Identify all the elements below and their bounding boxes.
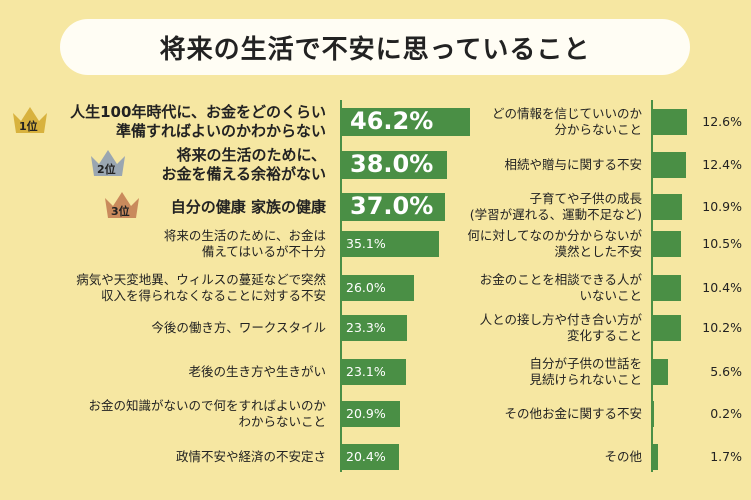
crown-icon bbox=[105, 192, 139, 218]
bar bbox=[342, 193, 445, 221]
data-label: 23.1% bbox=[346, 364, 386, 379]
bar bbox=[653, 359, 668, 385]
category-label: お金の知識がないので何をすればよいのか わからないこと bbox=[88, 398, 326, 429]
bar bbox=[653, 194, 682, 220]
bar bbox=[342, 275, 414, 301]
category-label: お金のことを相談できる人が いないこと bbox=[479, 272, 642, 303]
category-label: 何に対してなのか分からないが 漠然とした不安 bbox=[467, 228, 642, 259]
bar bbox=[342, 444, 399, 470]
category-label: 子育てや子供の成長 (学習が遅れる、運動不足など) bbox=[469, 191, 642, 222]
category-label: 相続や贈与に関する不安 bbox=[504, 157, 642, 172]
left-axis bbox=[340, 100, 342, 472]
bar bbox=[653, 401, 654, 427]
data-label: 10.4% bbox=[702, 280, 742, 295]
rank-label: 1位 bbox=[19, 120, 38, 133]
category-label: 自分の健康 家族の健康 bbox=[170, 197, 326, 216]
category-label: 将来の生活のために、 お金を備える余裕がない bbox=[161, 146, 326, 183]
data-label: 10.2% bbox=[702, 320, 742, 335]
right-axis bbox=[651, 100, 653, 472]
category-label: 老後の生き方や生きがい bbox=[188, 364, 326, 379]
bar bbox=[653, 231, 681, 257]
data-label: 20.4% bbox=[346, 449, 386, 464]
data-label: 38.0% bbox=[350, 150, 434, 178]
rank-label: 2位 bbox=[97, 163, 116, 176]
category-label: 人との接し方や付き合い方が 変化すること bbox=[479, 312, 642, 343]
category-label: その他 bbox=[604, 449, 642, 464]
bar bbox=[653, 275, 681, 301]
category-label: その他お金に関する不安 bbox=[504, 406, 642, 421]
data-label: 10.5% bbox=[702, 236, 742, 251]
bar bbox=[653, 109, 687, 135]
data-label: 1.7% bbox=[710, 449, 742, 464]
page-title: 将来の生活で不安に思っていること bbox=[159, 34, 591, 65]
data-label: 37.0% bbox=[350, 192, 434, 220]
data-label: 10.9% bbox=[702, 199, 742, 214]
category-label: 自分が子供の世話を 見続けられないこと bbox=[529, 356, 642, 387]
data-label: 12.6% bbox=[702, 114, 742, 129]
bar bbox=[342, 401, 400, 427]
data-label: 46.2% bbox=[350, 107, 434, 135]
bar bbox=[342, 359, 406, 385]
bar bbox=[342, 151, 447, 179]
data-label: 12.4% bbox=[702, 157, 742, 172]
category-label: どの情報を信じていいのか 分からないこと bbox=[491, 106, 642, 137]
data-label: 5.6% bbox=[710, 364, 742, 379]
bar bbox=[653, 152, 686, 178]
data-label: 26.0% bbox=[346, 280, 386, 295]
crown-icon bbox=[13, 107, 47, 133]
data-label: 20.9% bbox=[346, 406, 386, 421]
bar bbox=[653, 315, 681, 341]
data-label: 23.3% bbox=[346, 320, 386, 335]
bar bbox=[342, 231, 439, 257]
category-label: 人生100年時代に、お金をどのくらい 準備すればよいのかわからない bbox=[70, 103, 326, 140]
crown-icon bbox=[91, 150, 125, 176]
data-label: 0.2% bbox=[710, 406, 742, 421]
rank-label: 3位 bbox=[111, 205, 130, 218]
category-label: 政情不安や経済の不安定さ bbox=[175, 449, 326, 464]
bar bbox=[342, 108, 470, 136]
category-label: 病気や天変地異、ウィルスの蔓延などで突然 収入を得られなくなることに対する不安 bbox=[76, 272, 326, 303]
category-label: 将来の生活のために、お金は 備えてはいるが不十分 bbox=[163, 228, 326, 259]
title-box: 将来の生活で不安に思っていること bbox=[60, 19, 690, 75]
category-label: 今後の働き方、ワークスタイル bbox=[151, 320, 326, 335]
bar bbox=[342, 315, 407, 341]
bar bbox=[653, 444, 658, 470]
data-label: 35.1% bbox=[346, 236, 386, 251]
